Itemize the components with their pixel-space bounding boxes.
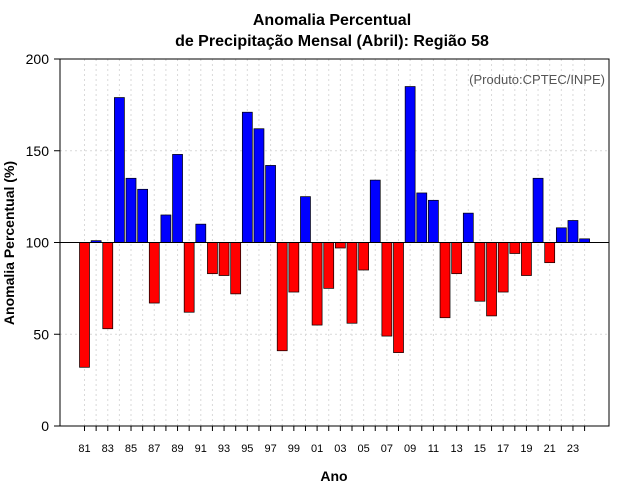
bar-1989 — [172, 154, 183, 243]
bar-1983 — [102, 242, 114, 330]
x-tick-label: 83 — [102, 443, 114, 455]
credit-text: (Produto:CPTEC/INPE) — [469, 72, 605, 87]
bar-2003 — [335, 242, 346, 249]
y-tick-label: 100 — [26, 235, 50, 251]
bar-1987 — [148, 242, 160, 304]
x-tick-label: 17 — [497, 443, 509, 455]
bar-2019 — [521, 242, 532, 276]
bar-2007 — [381, 242, 393, 337]
x-axis-label: Ano — [320, 468, 347, 484]
y-tick-label: 150 — [26, 143, 50, 159]
bar-1986 — [137, 188, 148, 243]
x-tick-label: 01 — [311, 443, 323, 455]
x-tick-label: 81 — [78, 443, 90, 455]
bar-2008 — [393, 242, 404, 353]
bar-2015 — [474, 242, 486, 302]
bar-1984 — [114, 97, 125, 243]
bar-1994 — [230, 242, 242, 295]
grid — [60, 59, 609, 426]
bar-1999 — [288, 242, 300, 293]
bar-2000 — [300, 196, 311, 243]
bar-1998 — [276, 242, 288, 352]
bar-2016 — [486, 242, 497, 317]
bar-1990 — [183, 242, 195, 313]
bar-1981 — [79, 242, 90, 368]
bar-2001 — [311, 242, 323, 326]
bar-2018 — [509, 242, 521, 254]
x-tick-label: 97 — [264, 443, 276, 455]
y-tick-label: 0 — [41, 418, 49, 434]
x-tick-label: 11 — [428, 443, 439, 455]
x-tick-label: 13 — [451, 443, 463, 455]
bar-1993 — [218, 242, 230, 276]
bar-2004 — [346, 242, 358, 324]
y-axis: 0 50 100 150 200 — [26, 51, 60, 434]
bar-2020 — [532, 177, 544, 243]
bar-1991 — [195, 223, 207, 243]
bars — [79, 86, 590, 368]
bar-2010 — [416, 192, 428, 243]
y-tick-label: 50 — [33, 326, 49, 342]
x-tick-label: 03 — [334, 443, 346, 455]
bar-2022 — [555, 227, 567, 243]
bar-2023 — [567, 220, 579, 243]
chart-title-line2: de Precipitação Mensal (Abril): Região 5… — [175, 33, 489, 50]
bar-1997 — [265, 165, 276, 243]
x-tick-label: 05 — [357, 443, 369, 455]
bar-2013 — [451, 242, 463, 275]
bar-2006 — [369, 179, 381, 243]
y-tick-label: 200 — [26, 51, 50, 67]
bar-2024 — [579, 238, 590, 243]
x-tick-label: 09 — [404, 443, 416, 455]
y-axis-label: Anomalia Percentual (%) — [1, 161, 17, 325]
x-axis: 81 83 85 87 89 91 93 95 97 99 01 03 05 07 09 11 13 15 17 19… — [78, 426, 586, 455]
bar-2005 — [358, 242, 369, 271]
bar-2011 — [428, 199, 439, 243]
bar-2002 — [323, 242, 335, 289]
bar-2014 — [462, 212, 474, 243]
bar-2012 — [439, 242, 451, 319]
x-tick-label: 19 — [520, 443, 532, 455]
bar-2009 — [404, 86, 416, 243]
x-tick-label: 07 — [381, 443, 393, 455]
bar-1996 — [253, 128, 265, 243]
bar-1992 — [207, 242, 218, 275]
x-tick-label: 89 — [171, 443, 183, 455]
x-tick-label: 91 — [195, 443, 207, 455]
bar-1985 — [125, 177, 137, 243]
x-tick-label: 93 — [218, 443, 230, 455]
x-tick-label: 15 — [474, 443, 486, 455]
bar-2021 — [544, 242, 556, 264]
bar-1995 — [241, 111, 253, 243]
x-tick-label: 99 — [288, 443, 300, 455]
x-tick-label: 85 — [125, 443, 137, 455]
bar-2017 — [497, 242, 509, 293]
x-tick-label: 21 — [544, 443, 556, 455]
x-tick-label: 95 — [241, 443, 253, 455]
chart-title-line1: Anomalia Percentual — [253, 12, 411, 29]
x-tick-label: 87 — [148, 443, 160, 455]
bar-1988 — [160, 214, 172, 243]
x-tick-label: 23 — [567, 443, 579, 455]
